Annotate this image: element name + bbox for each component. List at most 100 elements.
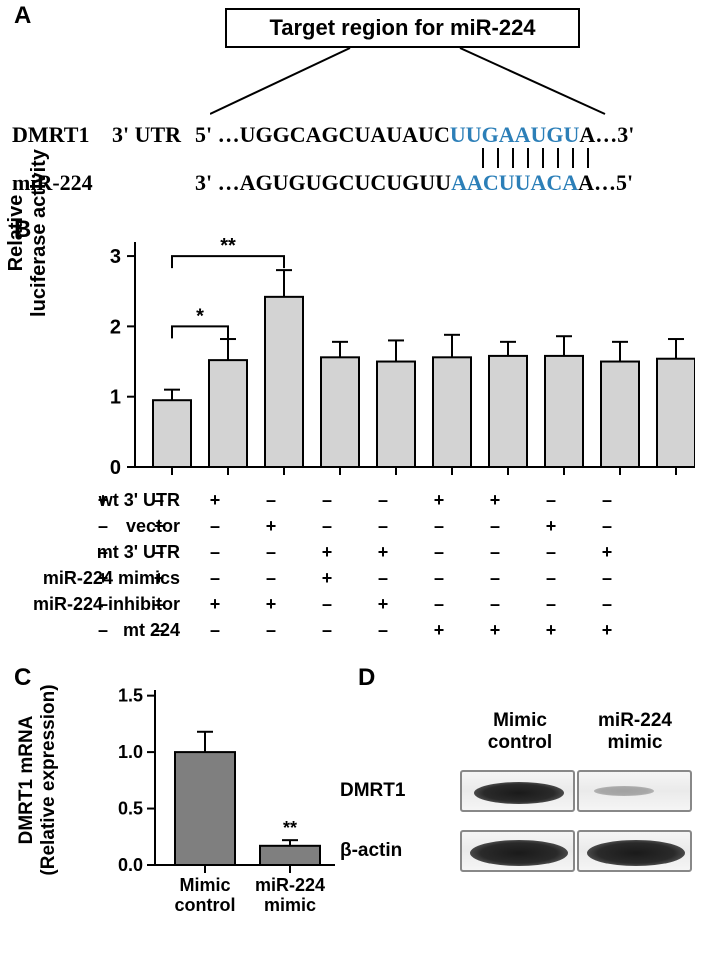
condition-cell: +	[467, 490, 523, 511]
svg-text:0: 0	[110, 457, 121, 479]
seq1-suffix: A…3'	[579, 122, 634, 147]
condition-cell: –	[355, 620, 411, 641]
wb-col2-header: miR-224 mimic	[585, 710, 685, 754]
condition-cell: –	[299, 516, 355, 537]
condition-cell: –	[355, 568, 411, 589]
condition-cell: +	[75, 490, 131, 511]
wb-lane-dmrt1-control	[460, 770, 575, 812]
band-actin-control	[470, 840, 568, 866]
ylabel-c-line1: DMRT1 mRNA	[16, 660, 38, 900]
condition-cell: +	[299, 568, 355, 589]
condition-cell: +	[355, 594, 411, 615]
base-pairing-lines	[477, 148, 607, 170]
wb-row2-label: β-actin	[340, 840, 402, 862]
chart-c-ylabel: DMRT1 mRNA (Relative expression)	[16, 660, 60, 900]
svg-text:mimic: mimic	[264, 895, 316, 915]
wb-lane-dmrt1-mimic	[577, 770, 692, 812]
condition-cell: –	[243, 568, 299, 589]
condition-cell: –	[579, 568, 635, 589]
svg-text:1: 1	[110, 387, 121, 409]
svg-text:*: *	[196, 305, 204, 327]
condition-cell: +	[523, 620, 579, 641]
band-dmrt1-mimic	[594, 786, 654, 796]
condition-cell: +	[75, 568, 131, 589]
condition-cell: –	[467, 516, 523, 537]
condition-cell: –	[75, 620, 131, 641]
condition-cell: +	[355, 542, 411, 563]
condition-cell: –	[523, 490, 579, 511]
condition-cell: –	[187, 568, 243, 589]
condition-matrix: wt 3' UTR+–+–––++––vector–+–+––––+–mt 3'…	[0, 490, 700, 646]
wb-lane-actin-mimic	[577, 830, 692, 872]
condition-cell: –	[75, 516, 131, 537]
svg-text:0.5: 0.5	[118, 799, 143, 819]
seq2-prefix: 3' …AGUGUGCUCUGUU	[195, 170, 451, 195]
condition-cell: +	[243, 594, 299, 615]
condition-cell: +	[187, 594, 243, 615]
condition-cell: –	[411, 516, 467, 537]
target-region-box: Target region for miR-224	[225, 8, 580, 48]
condition-cell: –	[467, 542, 523, 563]
condition-cell: –	[355, 490, 411, 511]
svg-text:1.0: 1.0	[118, 742, 143, 762]
condition-cell: –	[187, 542, 243, 563]
condition-cell: –	[579, 516, 635, 537]
svg-text:2: 2	[110, 316, 121, 338]
svg-text:0.0: 0.0	[118, 855, 143, 875]
seq1-seed: UUGAAUGU	[450, 122, 580, 147]
condition-cell: –	[131, 490, 187, 511]
condition-cell: –	[243, 542, 299, 563]
condition-cell: +	[187, 490, 243, 511]
condition-cell: –	[299, 594, 355, 615]
svg-text:**: **	[283, 818, 297, 838]
svg-text:Mimic: Mimic	[179, 875, 230, 895]
ylabel-c-line2: (Relative expression)	[38, 660, 60, 900]
condition-cell: –	[187, 516, 243, 537]
seq1-prefix: 5' …UGGCAGCUAUAUC	[195, 122, 450, 147]
utr-label: 3' UTR	[112, 122, 181, 148]
condition-cell: +	[299, 542, 355, 563]
condition-cell: –	[187, 620, 243, 641]
condition-cell: –	[131, 594, 187, 615]
condition-cell: +	[523, 516, 579, 537]
target-box-connector	[210, 48, 610, 118]
band-dmrt1-control	[474, 782, 564, 804]
condition-cell: –	[299, 620, 355, 641]
condition-cell: –	[411, 568, 467, 589]
mir224-sequence: 3' …AGUGUGCUCUGUUAACUUACAA…5'	[195, 170, 633, 196]
panel-a-label: A	[14, 2, 31, 30]
condition-cell: +	[131, 516, 187, 537]
condition-cell: –	[75, 542, 131, 563]
condition-cell: +	[411, 620, 467, 641]
chart-b-ylabel: Relative luciferase activity	[5, 133, 51, 333]
condition-cell: +	[579, 620, 635, 641]
condition-cell: –	[299, 490, 355, 511]
wb-row1-label: DMRT1	[340, 780, 405, 802]
condition-cell: +	[467, 620, 523, 641]
condition-cell: –	[131, 542, 187, 563]
condition-cell: –	[131, 620, 187, 641]
seq2-seed: AACUUACA	[451, 170, 578, 195]
condition-cell: +	[411, 490, 467, 511]
band-actin-mimic	[587, 840, 685, 866]
condition-cell: –	[579, 594, 635, 615]
svg-text:control: control	[175, 895, 236, 915]
wb-col1-header: Mimic control	[470, 710, 570, 754]
condition-cell: –	[75, 594, 131, 615]
condition-cell: –	[411, 594, 467, 615]
seq2-suffix: A…5'	[578, 170, 633, 195]
ylabel-b-line1: Relative	[5, 133, 28, 333]
wb-lane-actin-control	[460, 830, 575, 872]
condition-cell: –	[467, 594, 523, 615]
svg-text:1.5: 1.5	[118, 686, 143, 706]
svg-text:**: **	[220, 235, 236, 257]
svg-text:3: 3	[110, 246, 121, 268]
luciferase-bar-chart: 0123***	[80, 232, 695, 482]
condition-cell: –	[523, 568, 579, 589]
condition-cell: +	[243, 516, 299, 537]
ylabel-b-line2: luciferase activity	[28, 133, 51, 333]
condition-cell: –	[411, 542, 467, 563]
panel-d-label: D	[358, 664, 375, 692]
condition-cell: –	[523, 542, 579, 563]
dmrt1-sequence: 5' …UGGCAGCUAUAUCUUGAAUGUA…3'	[195, 122, 634, 148]
